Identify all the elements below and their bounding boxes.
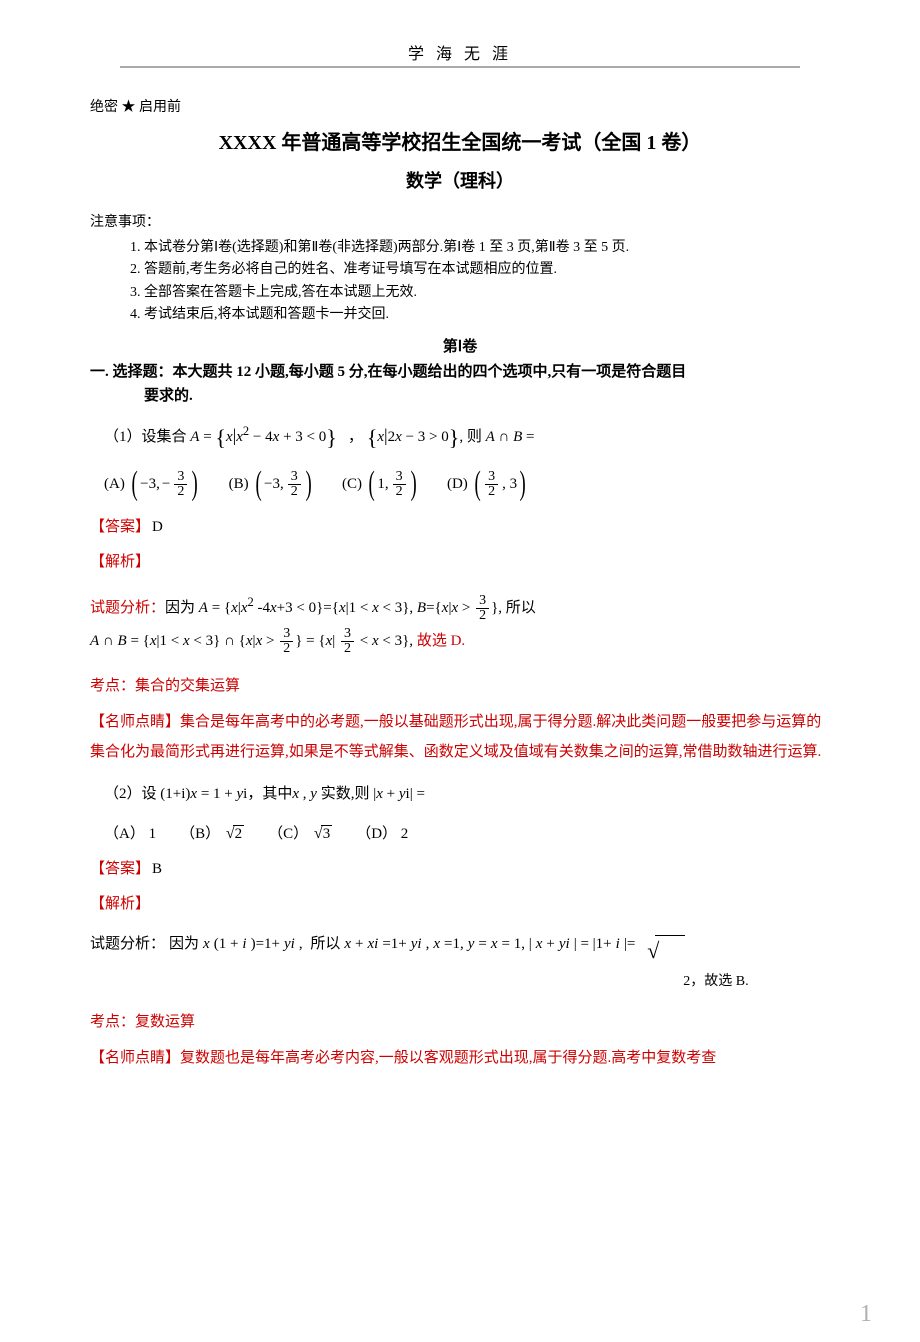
q1-analysis-label: 【解析】	[90, 550, 830, 571]
q1-stem: （1）设集合 A = {x|x2 − 4x + 3 < 0} ， {x|2x −…	[104, 418, 830, 458]
instruction-item: 2. 答题前,考生务必将自己的姓名、准考证号填写在本试题相应的位置.	[130, 259, 830, 281]
q1-set-a: A	[190, 429, 199, 445]
q2-option-b: （B） 2	[180, 822, 244, 843]
q2-analysis-body: 试题分析： 因为 x(1 + i)=1+yi, 所以 x + xi=1+yi, …	[90, 931, 830, 994]
q2-option-a: （A） 1	[104, 822, 156, 843]
header-motto: 学 海 无 涯	[90, 40, 830, 64]
q2-tip: 【名师点睛】复数题也是每年高考必考内容,一般以客观题形式出现,属于得分题.高考中…	[90, 1043, 830, 1073]
exam-title: XXXX 年普通高等学校招生全国统一考试（全国 1 卷）	[90, 126, 830, 155]
instruction-item: 3. 全部答案在答题卡上完成,答在本试题上无效.	[130, 282, 830, 304]
q2-option-c: （C） 3	[268, 822, 332, 843]
q1-option-b: (B) ( −3, 32 )	[229, 467, 314, 501]
section-req: 要求的.	[144, 384, 830, 408]
section-body: 本大题共 12 小题,每小题 5 分,在每小题给出的四个选项中,只有一项是符合题…	[173, 364, 687, 380]
q1-option-c: (C) ( 1, 32 )	[342, 467, 419, 501]
exam-subject: 数学（理科）	[90, 167, 830, 193]
instruction-item: 1. 本试卷分第Ⅰ卷(选择题)和第Ⅱ卷(非选择题)两部分.第Ⅰ卷 1 至 3 页…	[130, 237, 830, 259]
q2-options: （A） 1 （B） 2 （C） 3 （D） 2	[104, 822, 830, 843]
q2-option-d: （D） 2	[356, 822, 408, 843]
q1-option-d: (D) ( 32 , 3 )	[447, 467, 528, 501]
q1-analysis-body: 试题分析：因为 A = {x|x2 -4x+3 < 0}={x|1 < x < …	[90, 589, 830, 658]
q2-topic: 考点：复数运算	[90, 1010, 830, 1031]
rbrace-icon: }	[326, 425, 337, 450]
q1-prefix: （1）设集合	[104, 429, 190, 445]
sqrt-icon: √	[647, 931, 685, 971]
trailing-sqrt: √ 2，故选 B.	[647, 931, 748, 994]
section-prefix: 一. 选择题：	[90, 364, 173, 380]
q1-options: (A) ( −3, − 32 ) (B) ( −3, 32 )	[104, 467, 830, 501]
q2-stem: （2）设 (1+i)x = 1 + yi，其中x , y 实数,则 |x + y…	[104, 781, 830, 808]
sqrt-icon: 3	[312, 825, 332, 843]
rparen-icon: )	[192, 467, 198, 501]
sqrt-icon: 2	[224, 825, 244, 843]
q1-option-a: (A) ( −3, − 32 )	[104, 467, 201, 501]
instructions-label: 注意事项：	[90, 211, 830, 231]
lparen-icon: (	[131, 467, 137, 501]
exam-page: 学 海 无 涯 绝密 ★ 启用前 XXXX 年普通高等学校招生全国统一考试（全国…	[0, 0, 920, 1342]
q1-tip: 【名师点睛】集合是每年高考中的必考题,一般以基础题形式出现,属于得分题.解决此类…	[90, 707, 830, 767]
section-heading: 一. 选择题：本大题共 12 小题,每小题 5 分,在每小题给出的四个选项中,只…	[90, 360, 830, 408]
confidential-label: 绝密 ★ 启用前	[90, 96, 830, 116]
page-number: 1	[860, 1301, 872, 1328]
volume-label: 第Ⅰ卷	[90, 335, 830, 356]
q2-answer: 【答案】B	[90, 857, 830, 878]
header-rule	[120, 66, 800, 68]
instruction-item: 4. 考试结束后,将本试题和答题卡一并交回.	[130, 304, 830, 326]
q1-answer: 【答案】D	[90, 515, 830, 536]
q2-analysis-label: 【解析】	[90, 892, 830, 913]
lbrace-icon: {	[215, 425, 226, 450]
q1-topic: 考点：集合的交集运算	[90, 674, 830, 695]
q1-sep: ，	[348, 429, 363, 445]
